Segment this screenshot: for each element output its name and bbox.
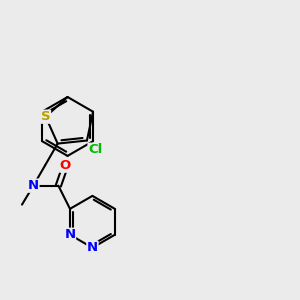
Text: N: N [28, 179, 39, 192]
Text: Cl: Cl [88, 143, 102, 156]
Text: N: N [87, 241, 98, 254]
Text: S: S [41, 110, 50, 123]
Text: O: O [60, 159, 71, 172]
Text: N: N [64, 228, 76, 241]
